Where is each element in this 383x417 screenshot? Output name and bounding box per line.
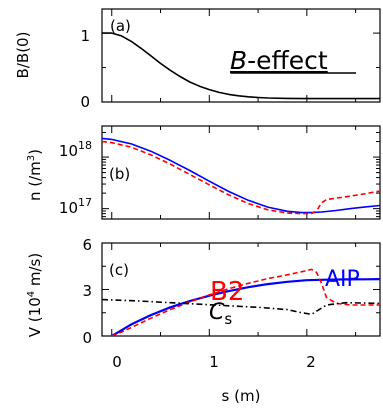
panel-c-series-b2 xyxy=(111,268,380,336)
panel-b-lines xyxy=(102,137,380,215)
panel-a-ytick-label-1: 1 xyxy=(80,27,90,45)
panel-c-ylabel: V (104 m/s) xyxy=(26,253,44,337)
panel-c-xtick-label-0: 0 xyxy=(112,353,122,371)
cs-annotation-subscript: s xyxy=(224,310,232,328)
panel-a-ytick-label-0: 0 xyxy=(80,93,90,111)
panel-b-ytick-1e18-base: 10 xyxy=(59,142,78,160)
panel-c-ylabel-end: m/s) xyxy=(26,253,44,291)
panel-a-label: (a) xyxy=(110,17,131,35)
panel-a-frame xyxy=(101,8,381,103)
panel-c: 6 3 0 (c) B2 AIP Cs 0 1 2 s (m) V (104 m… xyxy=(26,236,381,405)
b-effect-annotation: B-effect xyxy=(230,46,328,75)
panel-b: 1018 1017 (b) n (/m3) xyxy=(26,125,381,220)
panel-b-ytick-1e18-exp: 18 xyxy=(78,139,92,152)
panel-b-ticks xyxy=(102,125,380,219)
panel-a: 1 0 (a) B-effect B/B(0) xyxy=(14,8,381,111)
panel-c-label: (c) xyxy=(109,261,129,279)
panel-b-ylabel-base: n (/m xyxy=(26,161,44,201)
panel-c-lines xyxy=(102,268,380,336)
panel-c-ytick-label-0: 0 xyxy=(82,329,92,347)
panel-c-ytick-label-3: 3 xyxy=(82,282,92,300)
panel-c-xtick-label-2: 2 xyxy=(306,353,316,371)
aip-annotation: AIP xyxy=(325,267,360,292)
panel-b-ytick-label-1e17: 1017 xyxy=(59,196,92,217)
cs-annotation-symbol: C xyxy=(209,300,225,325)
panel-c-ylabel-exp: 4 xyxy=(26,291,37,297)
x-axis-label: s (m) xyxy=(222,387,261,405)
panel-b-frame xyxy=(101,125,381,220)
panel-b-label: (b) xyxy=(109,165,130,183)
panel-c-series-c-s xyxy=(102,298,380,316)
panel-b-ylabel: n (/m3) xyxy=(26,149,44,201)
panel-c-series-aip xyxy=(111,278,380,336)
panel-b-ytick-1e17-exp: 17 xyxy=(78,196,92,209)
panel-b-ylabel-exp: 3 xyxy=(26,155,37,161)
panel-c-xtick-label-1: 1 xyxy=(209,353,219,371)
b-effect-symbol: B xyxy=(230,46,247,75)
panel-a-ylabel: B/B(0) xyxy=(14,32,32,79)
panel-c-ylabel-base: V (10 xyxy=(26,297,44,337)
panel-a-lines xyxy=(102,32,380,100)
panel-c-ticks xyxy=(102,242,380,337)
cs-annotation: Cs xyxy=(209,300,232,328)
b2-annotation: B2 xyxy=(210,277,244,307)
panel-b-series-aip xyxy=(102,137,380,214)
panel-a-series-line-0 xyxy=(102,32,380,100)
panel-b-ylabel-end: ) xyxy=(26,149,44,155)
panel-b-ytick-1e17-base: 10 xyxy=(59,199,78,217)
panel-b-ytick-label-1e18: 1018 xyxy=(59,139,92,160)
panel-c-ytick-label-6: 6 xyxy=(82,236,92,254)
panel-b-series-b2 xyxy=(102,140,380,215)
b-effect-suffix: -effect xyxy=(247,46,328,75)
